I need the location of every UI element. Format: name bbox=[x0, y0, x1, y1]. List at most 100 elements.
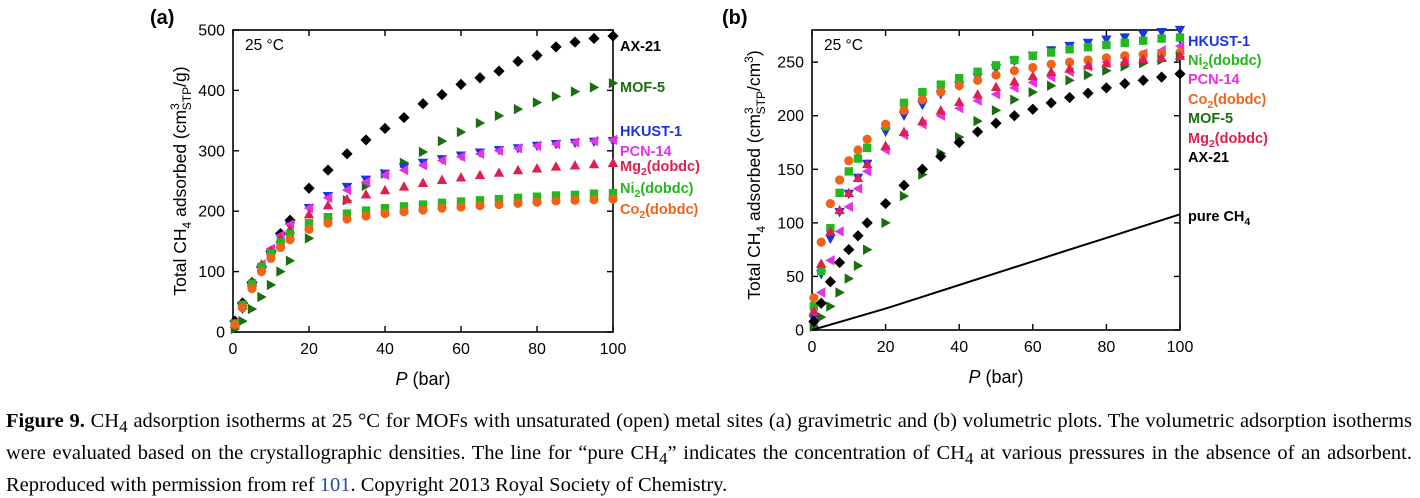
point-a-co2-dobdc-3 bbox=[256, 267, 267, 277]
point-a-co2-dobdc-20 bbox=[551, 196, 561, 206]
y-tick-label-a-500: 500 bbox=[198, 23, 225, 40]
point-b-co2-dobdc-7 bbox=[881, 119, 891, 129]
y-tick-label-b-50: 50 bbox=[786, 269, 804, 286]
y-axis-label-b: Total CH4 adsorbed (cm3STP/cm3) bbox=[742, 50, 768, 299]
point-a-co2-dobdc-12 bbox=[399, 207, 409, 217]
point-a-pcn-14-6 bbox=[284, 219, 295, 230]
point-b-co2-dobdc-11 bbox=[954, 81, 964, 91]
point-b-mof-5-13 bbox=[991, 105, 1002, 116]
x-tick-label-b-40: 40 bbox=[950, 339, 968, 356]
point-a-ni2-dobdc-8 bbox=[323, 213, 333, 222]
series-line-b-pure-ch4 bbox=[811, 213, 1181, 331]
point-b-mof-5-1 bbox=[817, 311, 827, 323]
point-a-co2-dobdc-15 bbox=[456, 202, 466, 212]
y-tick-label-a-300: 300 bbox=[198, 143, 225, 160]
point-b-ax-21-20 bbox=[1119, 77, 1131, 90]
point-b-ni2-dobdc-6 bbox=[863, 143, 872, 153]
reference-link[interactable]: 101 bbox=[319, 474, 351, 497]
point-b-ax-21-22 bbox=[1156, 71, 1168, 83]
legend-label-b-pcn-14: PCN-14 bbox=[1188, 72, 1240, 88]
point-b-co2-dobdc-1 bbox=[816, 237, 826, 247]
point-b-ax-21-1 bbox=[815, 297, 827, 309]
point-a-mg2-dobdc-19 bbox=[531, 163, 543, 173]
legend-label-b-mof-5: MOF-5 bbox=[1188, 111, 1233, 127]
point-b-co2-dobdc-12 bbox=[973, 75, 983, 85]
point-b-ni2-dobdc-21 bbox=[1139, 36, 1148, 45]
point-a-co2-dobdc-6 bbox=[285, 234, 295, 245]
point-a-mg2-dobdc-20 bbox=[550, 161, 562, 171]
point-a-mg2-dobdc-22 bbox=[588, 158, 600, 169]
point-a-co2-dobdc-13 bbox=[418, 205, 428, 215]
y-tick-label-b-200: 200 bbox=[777, 108, 804, 125]
point-a-pcn-14-11 bbox=[379, 169, 390, 181]
point-a-ni2-dobdc-3 bbox=[257, 262, 266, 271]
point-a-mg2-dobdc-10 bbox=[360, 189, 372, 199]
point-a-mof-5-18 bbox=[513, 103, 524, 115]
point-b-ax-21-19 bbox=[1100, 82, 1112, 94]
x-axis-label-b: P (bar) bbox=[968, 367, 1023, 387]
point-a-co2-dobdc-16 bbox=[475, 201, 485, 211]
legend-label-b-ax-21: AX-21 bbox=[1188, 150, 1229, 166]
point-a-ni2-dobdc-14 bbox=[437, 198, 447, 207]
point-b-ax-21-7 bbox=[880, 197, 892, 210]
point-a-mof-5-21 bbox=[570, 86, 581, 97]
point-b-hkust-1-22 bbox=[1156, 27, 1167, 38]
legend-label-b-co2-dobdc: Co2(dobdc) bbox=[1188, 92, 1267, 111]
point-b-mof-5-8 bbox=[899, 190, 910, 202]
point-b-ax-21-11 bbox=[953, 136, 965, 149]
point-a-mof-5-14 bbox=[437, 135, 448, 147]
point-a-ax-21-18 bbox=[512, 55, 524, 68]
series-a-ax-21 bbox=[229, 30, 619, 327]
point-a-ax-21-7 bbox=[303, 182, 315, 194]
caption-text-4: at various pressures in the absence of a… bbox=[6, 442, 1412, 497]
point-b-ni2-dobdc-3 bbox=[835, 188, 844, 198]
y-axis-label-a: Total CH4 adsorbed (cm3STP/g) bbox=[168, 66, 194, 295]
point-b-ni2-dobdc-22 bbox=[1157, 34, 1166, 43]
point-b-mof-5-19 bbox=[1102, 65, 1112, 76]
point-b-ni2-dobdc-16 bbox=[1047, 48, 1056, 57]
figure-caption: Figure 9. CH4 adsorption isotherms at 25… bbox=[6, 408, 1412, 498]
point-a-mof-5-4 bbox=[266, 279, 277, 291]
point-a-ni2-dobdc-21 bbox=[570, 190, 580, 200]
point-b-mof-5-2 bbox=[826, 301, 836, 312]
point-a-ni2-dobdc-5 bbox=[276, 238, 285, 247]
point-b-hkust-1-20 bbox=[1119, 33, 1130, 43]
point-a-mof-5-7 bbox=[304, 233, 315, 244]
point-b-ax-21-12 bbox=[972, 126, 984, 138]
point-b-pcn-14-3 bbox=[834, 226, 844, 237]
point-b-mg2-dobdc-22 bbox=[1156, 52, 1167, 63]
point-b-co2-dobdc-2 bbox=[825, 198, 836, 209]
point-b-ni2-dobdc-19 bbox=[1102, 40, 1111, 50]
x-tick-label-b-60: 60 bbox=[1024, 339, 1042, 356]
point-b-co2-dobdc-4 bbox=[844, 156, 854, 166]
panel-label-a: (a) bbox=[150, 7, 174, 29]
legend-label-a-ni2-dobdc: Ni2(dobdc) bbox=[620, 181, 694, 200]
point-a-ni2-dobdc-12 bbox=[399, 202, 409, 211]
point-b-ax-21-14 bbox=[1008, 110, 1020, 122]
point-a-ax-21-14 bbox=[436, 89, 448, 101]
point-b-mg2-dobdc-5 bbox=[852, 172, 864, 183]
x-tick-label-a-40: 40 bbox=[376, 341, 394, 358]
point-b-co2-dobdc-5 bbox=[853, 145, 863, 155]
point-a-ax-21-12 bbox=[398, 111, 410, 124]
point-a-mof-5-15 bbox=[456, 126, 467, 138]
point-a-pcn-14-18 bbox=[512, 143, 523, 154]
point-a-pcn-14-17 bbox=[493, 145, 504, 156]
point-b-ax-21-13 bbox=[990, 117, 1002, 129]
point-b-pcn-14-5 bbox=[852, 183, 863, 194]
point-a-co2-dobdc-4 bbox=[266, 253, 276, 263]
point-b-mg2-dobdc-17 bbox=[1064, 63, 1075, 73]
point-b-mg2-dobdc-4 bbox=[843, 187, 854, 198]
point-a-ni2-dobdc-6 bbox=[285, 229, 295, 239]
point-a-ni2-dobdc-15 bbox=[456, 197, 466, 206]
point-a-mg2-dobdc-15 bbox=[455, 172, 467, 182]
point-a-co2-dobdc-8 bbox=[323, 218, 333, 228]
point-a-mof-5-20 bbox=[551, 91, 562, 102]
point-b-ni2-dobdc-13 bbox=[991, 61, 1001, 70]
point-a-mg2-dobdc-8 bbox=[322, 199, 334, 210]
point-a-mof-5-3 bbox=[257, 291, 267, 303]
temperature-label-a: 25 °C bbox=[245, 37, 284, 54]
point-a-co2-dobdc-14 bbox=[437, 203, 447, 213]
point-b-co2-dobdc-9 bbox=[917, 95, 928, 105]
y-tick-label-a-100: 100 bbox=[198, 264, 225, 281]
